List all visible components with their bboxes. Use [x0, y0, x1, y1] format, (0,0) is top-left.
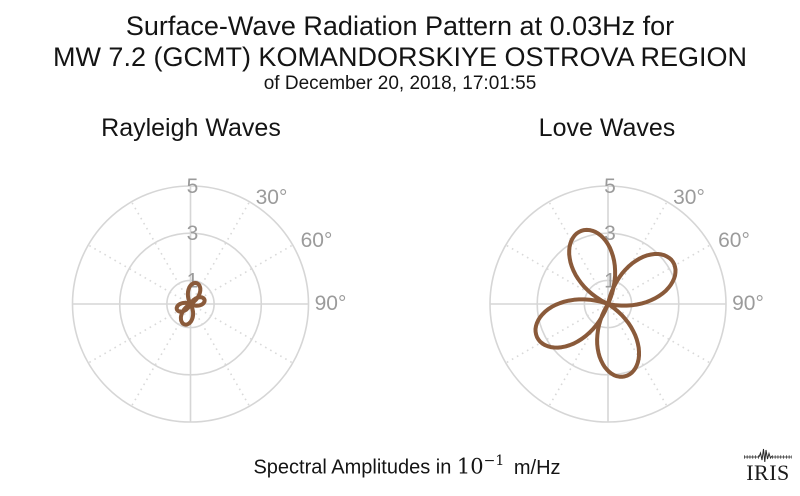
radial-tick-label: 1 [187, 269, 199, 292]
angle-tick-label: 90° [315, 292, 347, 315]
amplitude-scale-label: Spectral Amplitudes in 10−1 m/Hz [0, 453, 800, 480]
polar-grid-spoke [130, 201, 189, 301]
iris-logo-text: IRIS [746, 460, 790, 485]
polar-grid-spoke [194, 305, 294, 364]
polar-grid-spoke [194, 244, 294, 303]
polar-grid-spoke [609, 307, 668, 407]
amplitude-scale-base: 10 [456, 454, 484, 479]
angle-tick-label: 90° [732, 292, 764, 315]
angle-tick-label: 60° [718, 229, 750, 252]
seismogram-trace-icon [744, 448, 792, 463]
polar-grid-spoke [87, 244, 187, 303]
radiation-pattern-curve [533, 227, 678, 379]
figure-title-line2: MW 7.2 (GCMT) KOMANDORSKIYE OSTROVA REGI… [52, 42, 748, 72]
polar-grid-spoke [192, 201, 251, 301]
polar-grid-spoke [611, 305, 711, 364]
angle-tick-label: 60° [301, 229, 333, 252]
angle-tick-label: 30° [256, 186, 288, 209]
amplitude-scale-exponent: −1 [483, 453, 505, 469]
polar-grid-spoke [192, 307, 251, 407]
polar-grid-spoke [548, 201, 607, 301]
figure-title-line1: Surface-Wave Radiation Pattern at 0.03Hz… [125, 11, 675, 41]
rayleigh-chart-title: Rayleigh Waves [101, 114, 281, 142]
figure-date-line: of December 20, 2018, 17:01:55 [263, 73, 537, 94]
radiation-pattern-curve [174, 281, 207, 327]
amplitude-scale-prefix: Spectral Amplitudes in [253, 456, 452, 479]
love-chart-title: Love Waves [538, 114, 676, 142]
amplitude-scale-unit: m/Hz [513, 456, 561, 479]
polar-grid-spoke [130, 307, 189, 407]
polar-chart-rayleigh: 1 3 5 30° 60° 90° [71, 175, 347, 423]
polar-grid-spoke [611, 244, 711, 303]
radial-tick-label: 5 [187, 175, 199, 198]
angle-tick-label: 30° [673, 186, 705, 209]
polar-grid-spoke [505, 305, 605, 364]
radial-tick-label: 3 [187, 222, 199, 245]
radial-tick-label: 3 [604, 222, 616, 245]
polar-grid-spoke [87, 305, 187, 364]
radial-tick-label: 1 [604, 269, 616, 292]
iris-logo: IRIS [743, 448, 793, 485]
polar-chart-love: 1 3 5 30° 60° 90° [489, 175, 764, 423]
polar-grid-spoke [609, 201, 668, 301]
radial-tick-label: 5 [604, 175, 616, 198]
